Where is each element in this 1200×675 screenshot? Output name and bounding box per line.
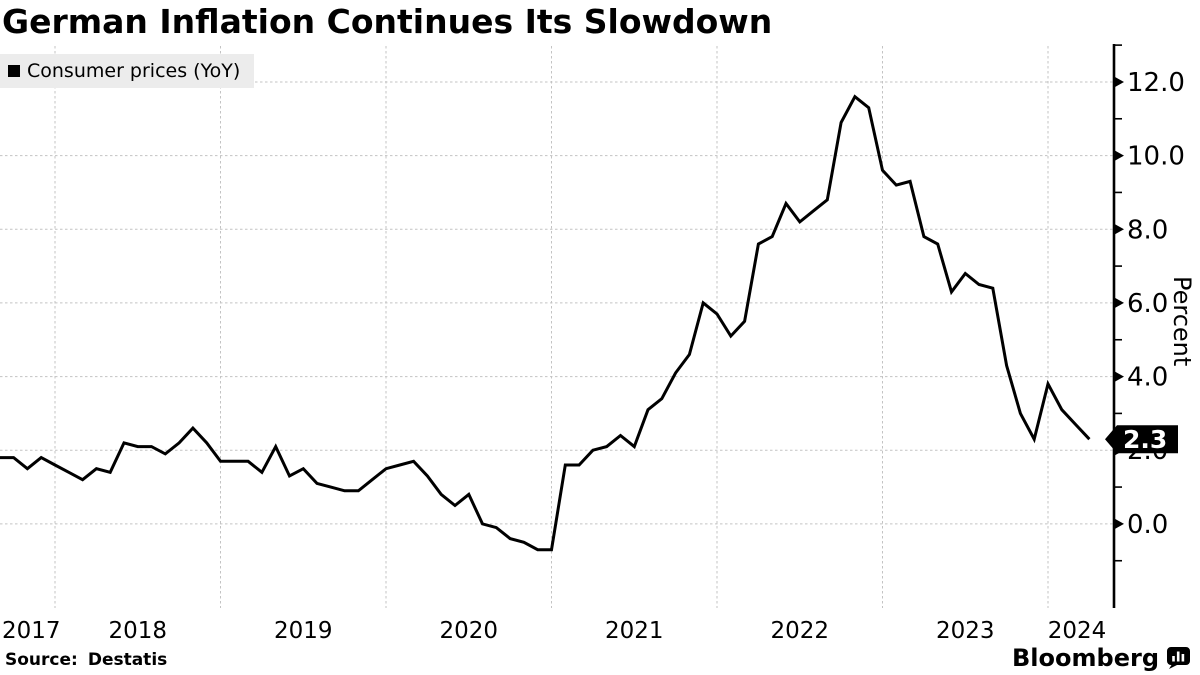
x-tick-label: 2024 <box>1047 618 1107 644</box>
y-tick-label: 6.0 <box>1127 289 1168 319</box>
legend-label: Consumer prices (YoY) <box>27 60 241 82</box>
y-axis-major-tick <box>1115 76 1124 87</box>
x-tick-label: 2020 <box>439 618 499 644</box>
source-credit: Source: Destatis <box>5 650 167 670</box>
y-tick-label: 8.0 <box>1127 215 1168 245</box>
y-tick-label: 4.0 <box>1127 363 1168 393</box>
bloomberg-bars-icon <box>1167 647 1190 669</box>
brand: Bloomberg <box>1012 644 1190 672</box>
source-prefix: Source: <box>5 650 78 670</box>
x-tick-label: 2021 <box>604 618 664 644</box>
x-tick-label: 2019 <box>273 618 333 644</box>
last-value-badge-label: 2.3 <box>1123 425 1167 454</box>
x-tick-label: 2022 <box>770 618 830 644</box>
x-tick-label: 2017 <box>2 618 61 644</box>
consumer-prices-line <box>0 94 1091 552</box>
y-tick-label: 0.0 <box>1127 510 1168 540</box>
y-axis-major-tick <box>1115 297 1124 308</box>
legend: Consumer prices (YoY) <box>0 54 255 88</box>
y-axis-major-tick <box>1115 518 1124 529</box>
page-title: German Inflation Continues Its Slowdown <box>2 2 773 41</box>
brand-wordmark: Bloomberg <box>1012 644 1159 672</box>
last-value-badge <box>1105 425 1178 454</box>
y-tick-label: 10.0 <box>1127 142 1185 172</box>
y-axis-major-tick <box>1115 371 1124 382</box>
y-axis-title: Percent <box>1168 276 1196 367</box>
y-axis-major-tick <box>1115 224 1124 235</box>
x-tick-label: 2023 <box>935 618 995 644</box>
y-axis-major-tick <box>1115 150 1124 161</box>
source-name: Destatis <box>87 650 168 670</box>
legend-swatch-icon <box>8 65 20 77</box>
x-tick-label: 2018 <box>108 618 168 644</box>
y-tick-label: 12.0 <box>1127 68 1185 98</box>
